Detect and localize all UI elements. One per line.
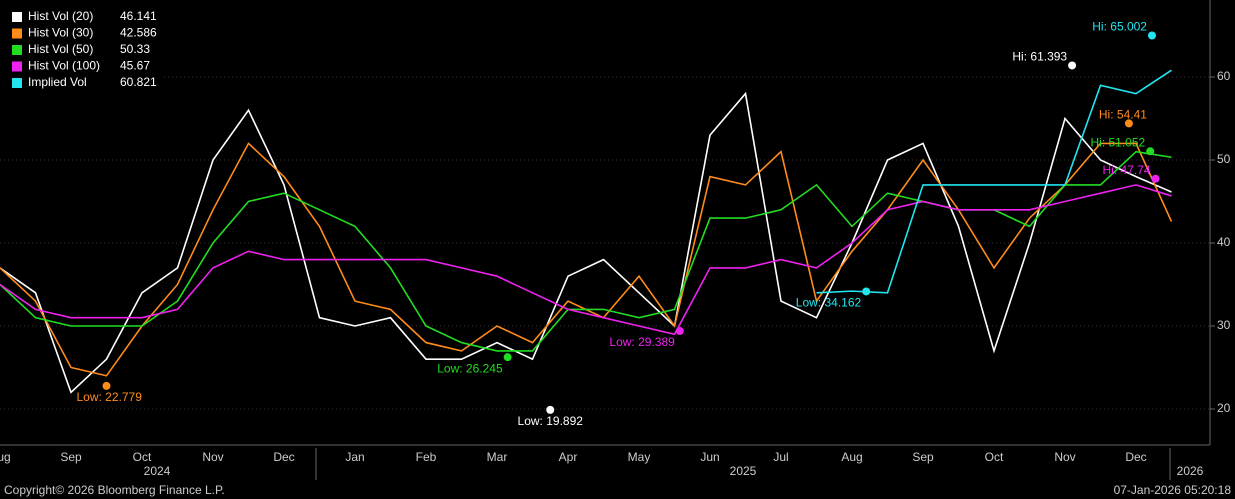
- annotation-label: Hi: 61.393: [1012, 50, 1067, 64]
- x-tick-label: Apr: [559, 450, 578, 464]
- annotation-label: Low: 26.245: [437, 361, 503, 375]
- x-tick-label: Sep: [912, 450, 934, 464]
- legend-label: Hist Vol (100): [28, 59, 100, 73]
- timestamp: 07-Jan-2026 05:20:18: [1114, 483, 1232, 497]
- year-label: 2024: [144, 464, 171, 478]
- x-tick-label: Dec: [1125, 450, 1146, 464]
- x-tick-label: Aug: [0, 450, 11, 464]
- x-tick-label: Sep: [60, 450, 82, 464]
- y-tick-label: 30: [1217, 318, 1231, 332]
- annotation-label: Hi: 47.74: [1102, 163, 1150, 177]
- annotation-label: Low: 19.892: [518, 414, 584, 428]
- legend: Hist Vol (20) 46.141 Hist Vol (30) 42.586 Hi…: [0, 6, 163, 94]
- x-tick-label: Feb: [416, 450, 437, 464]
- legend-label: Implied Vol: [28, 75, 87, 89]
- legend-value: 45.67: [120, 59, 150, 73]
- annotation-label: Hi: 51.052: [1090, 135, 1145, 149]
- legend-value: 46.141: [120, 9, 157, 23]
- x-tick-label: Oct: [133, 450, 152, 464]
- annotation-label: Low: 22.779: [77, 390, 143, 404]
- year-label: 2025: [730, 464, 757, 478]
- x-tick-label: Aug: [841, 450, 862, 464]
- series-line: [816, 69, 1172, 294]
- annotation-label: Hi: 54.41: [1099, 108, 1147, 122]
- x-tick-label: Oct: [985, 450, 1004, 464]
- annotation-label: Low: 29.389: [609, 335, 675, 349]
- legend-swatch: [12, 78, 22, 88]
- legend-box: [0, 6, 163, 94]
- x-tick-label: May: [628, 450, 651, 464]
- y-tick-label: 20: [1217, 401, 1231, 415]
- x-tick-label: Jan: [345, 450, 364, 464]
- y-tick-label: 60: [1217, 69, 1231, 83]
- annotation-dot: [1151, 174, 1160, 183]
- x-tick-label: Jul: [773, 450, 788, 464]
- x-tick-label: Jun: [700, 450, 719, 464]
- annotation-label: Low: 34.162: [796, 296, 862, 310]
- annotation-dot: [102, 381, 111, 390]
- legend-label: Hist Vol (30): [28, 26, 93, 40]
- x-tick-label: Mar: [487, 450, 508, 464]
- legend-label: Hist Vol (50): [28, 42, 93, 56]
- x-tick-label: Nov: [202, 450, 223, 464]
- y-tick-label: 40: [1217, 235, 1231, 249]
- x-tick-label: Dec: [273, 450, 294, 464]
- annotation-dot: [1146, 147, 1155, 156]
- annotation-dot: [675, 327, 684, 336]
- annotation-label: Hi: 65.002: [1092, 20, 1147, 34]
- legend-value: 60.821: [120, 75, 157, 89]
- legend-label: Hist Vol (20): [28, 9, 93, 23]
- legend-value: 42.586: [120, 26, 157, 40]
- year-label: 2026: [1177, 464, 1204, 478]
- series-line: [0, 91, 1172, 394]
- annotation-dot: [862, 287, 871, 296]
- legend-swatch: [12, 45, 22, 55]
- legend-swatch: [12, 61, 22, 72]
- copyright: Copyright© 2026 Bloomberg Finance L.P.: [4, 483, 225, 497]
- series-line: [0, 184, 1172, 336]
- legend-swatch: [12, 12, 22, 22]
- annotation-dot: [1147, 31, 1156, 40]
- annotation-dot: [546, 405, 555, 414]
- y-tick-label: 50: [1217, 152, 1231, 166]
- legend-value: 50.33: [120, 42, 150, 56]
- annotation-dot: [503, 353, 512, 362]
- annotation-dot: [1124, 119, 1133, 128]
- annotation-dot: [1068, 61, 1077, 70]
- legend-swatch: [12, 28, 22, 39]
- x-tick-label: Nov: [1054, 450, 1075, 464]
